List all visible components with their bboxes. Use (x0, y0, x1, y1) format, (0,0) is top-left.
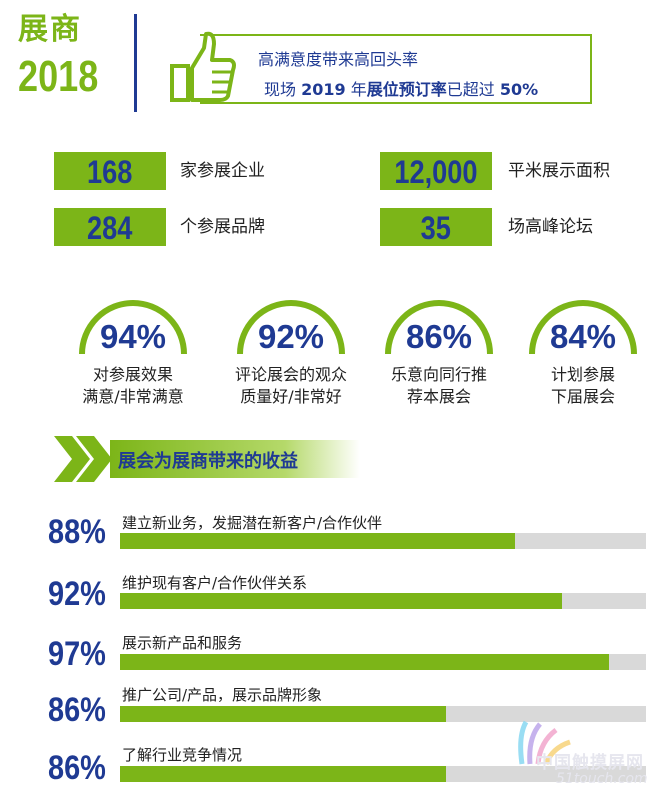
watermark-logo-icon (518, 720, 571, 765)
section-banner (54, 436, 360, 482)
gauge-arc-recommend (385, 300, 493, 355)
booking-text-year-unit: 年 (350, 80, 367, 99)
benefit-label-show-products: 展示新产品和服务 (122, 634, 243, 652)
watermark-url: 51touch.com (556, 771, 648, 787)
benefit-pct-maintain-clients: 92% (48, 575, 106, 613)
benefit-bar-new-business (120, 533, 646, 549)
gauge-label-visitor-quality: 评论展会的观众 质量好/非常好 (234, 365, 347, 406)
benefit-bar-fill (120, 766, 447, 782)
benefit-pct-competition: 86% (48, 749, 106, 787)
benefit-bar-competition (120, 766, 646, 782)
stat-forums-label: 场高峰论坛 (508, 217, 593, 237)
header-divider (134, 14, 137, 112)
stat-exhibitors-label: 家参展企业 (180, 161, 265, 181)
benefit-bar-maintain-clients (120, 593, 646, 609)
booking-text-exceed: 已超过 (446, 80, 495, 99)
benefit-label-brand-promotion: 推广公司/产品，展示品牌形象 (122, 686, 323, 704)
booking-year: 2019 (301, 80, 346, 99)
gauge-value-satisfaction: 94% (99, 318, 167, 355)
benefit-label-new-business: 建立新业务，发掘潜在新客户/合作伙伴 (122, 514, 383, 532)
booking-text-pre: 现场 (264, 80, 297, 99)
stat-area-label: 平米展示面积 (508, 161, 610, 181)
booking-rate-value: 50% (499, 80, 539, 99)
watermark-site-name: 中国触摸屏网 (536, 753, 644, 773)
stat-brands-label: 个参展品牌 (180, 217, 265, 237)
section-title: 展会为展商带来的收益 (118, 451, 298, 472)
benefit-label-maintain-clients: 维护现有客户/合作伙伴关系 (122, 574, 308, 592)
benefit-bar-show-products (120, 654, 646, 670)
header-year: 2018 (18, 52, 99, 101)
gauge-arc-visitor-quality (237, 300, 345, 355)
stat-brands-value: 284 (54, 208, 166, 246)
benefit-bar-fill (120, 593, 562, 609)
stat-exhibitors-value: 168 (54, 152, 166, 190)
benefit-pct-brand-promotion: 86% (48, 691, 106, 729)
stat-forums-value: 35 (380, 208, 492, 246)
header-frame (200, 34, 592, 104)
stat-area-value: 12,000 (380, 152, 492, 190)
gauge-value-next-show: 84% (549, 318, 617, 355)
benefit-bar-fill (120, 654, 610, 670)
benefit-bar-brand-promotion (120, 706, 646, 722)
gauge-label-next-show: 计划参展 下届展会 (550, 365, 615, 406)
benefit-bar-fill (120, 533, 515, 549)
gauge-arc-satisfaction (79, 300, 187, 355)
benefit-pct-new-business: 88% (48, 513, 106, 551)
benefit-label-competition: 了解行业竞争情况 (122, 746, 243, 764)
header-booking-rate: 现场 2019 年展位预订率已超过 50% (264, 76, 538, 100)
header-tagline: 高满意度带来高回头率 (258, 50, 419, 69)
gauge-value-visitor-quality: 92% (257, 318, 325, 355)
gauge-arc-next-show (529, 300, 637, 355)
gauge-value-recommend: 86% (405, 318, 473, 355)
gauge-label-satisfaction: 对参展效果 满意/非常满意 (82, 365, 184, 406)
gauge-label-recommend: 乐意向同行推 荐本展会 (390, 365, 487, 406)
header-title: 展商 (18, 12, 82, 47)
benefit-bar-fill (120, 706, 447, 722)
thumbs-up-icon (170, 31, 236, 102)
booking-rate-label: 展位预订率 (366, 80, 447, 99)
benefit-pct-show-products: 97% (48, 635, 106, 673)
